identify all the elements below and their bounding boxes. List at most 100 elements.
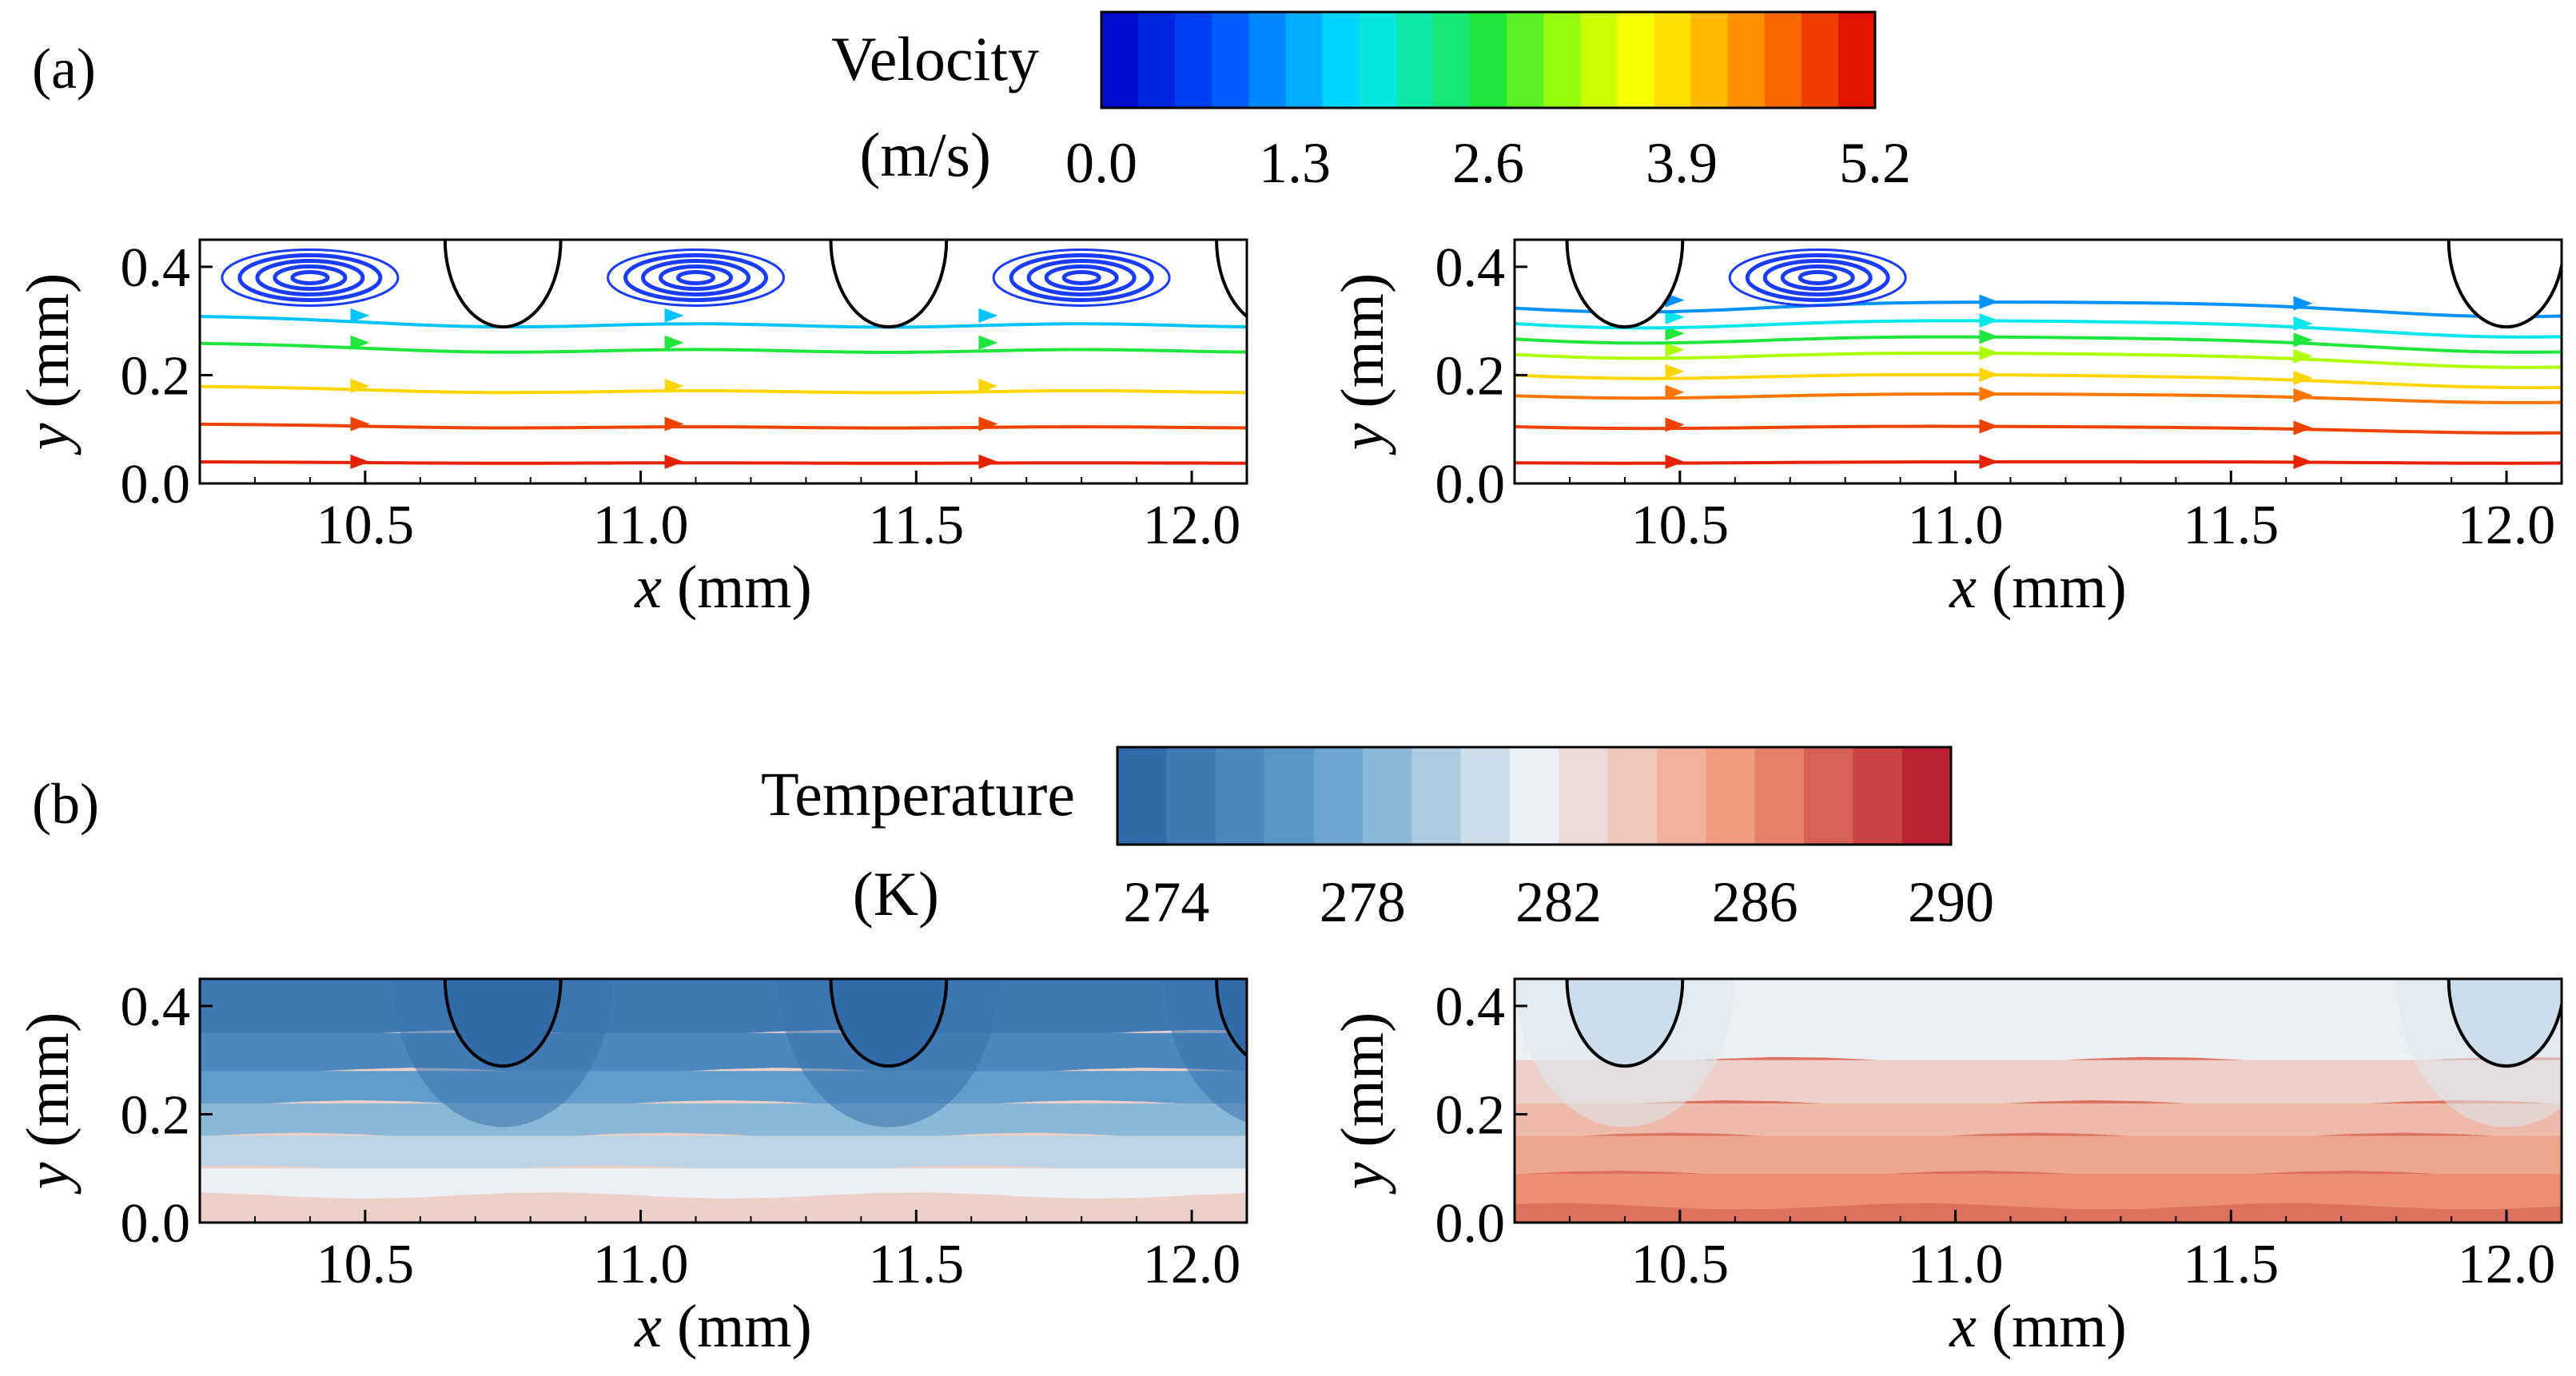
x-axis-label: x (mm) [1949, 554, 2127, 621]
streamline-arrow [1979, 312, 1999, 328]
temperature-colorbar-tick: 286 [1712, 870, 1798, 934]
y-tick-label: 0.2 [121, 1084, 191, 1146]
streamline-arrow [2293, 296, 2313, 311]
vortex-loop [623, 253, 769, 302]
streamline [200, 384, 1247, 395]
y-tick-label: 0.4 [1435, 976, 1506, 1038]
x-tick-label: 12.0 [2458, 1234, 2556, 1295]
velocity-colorbar-frame [1100, 10, 1877, 109]
velocity-colorbar-cell [1138, 12, 1176, 108]
vortex-loop [676, 269, 716, 285]
velocity-colorbar-cell [1507, 12, 1544, 108]
vortex-loop [255, 258, 365, 296]
temperature-colorbar-tick: 290 [1908, 870, 1994, 934]
y-tick-label: 0.4 [1435, 237, 1506, 299]
velocity-colorbar-cell [1469, 12, 1507, 108]
vortex-loop [1009, 253, 1154, 302]
streamline-arrow [2293, 316, 2313, 332]
y-tick-label: 0.2 [1435, 345, 1506, 407]
plot-frame [1513, 977, 2563, 1224]
streamline-arrow [1979, 419, 1999, 434]
x-tick-label: 11.5 [868, 1234, 964, 1295]
velocity-colorbar-cell [1727, 12, 1766, 108]
velocity-colorbar-tick: 3.9 [1646, 131, 1718, 195]
vortex-loop [1798, 269, 1837, 285]
panel-b-label: (b) [32, 772, 99, 836]
x-tick-label: 11.0 [1908, 1234, 2004, 1295]
vortex-loop [1026, 258, 1137, 296]
streamline-arrow [1665, 309, 1685, 324]
y-axis-label: y (mm) [1329, 273, 1396, 456]
temperature-colorbar: Temperature (K) 274 278 282 286 290 [761, 746, 1994, 934]
streamline-arrow [978, 335, 998, 350]
x-tick-label: 10.5 [317, 1234, 415, 1295]
temperature-colorbar-cell [1706, 747, 1756, 845]
streamline [1515, 424, 2562, 435]
velocity-colorbar-tick: 1.3 [1259, 131, 1331, 195]
y-tick-label: 0.0 [121, 454, 191, 515]
x-tick-label: 11.0 [593, 1234, 689, 1295]
streamline [200, 422, 1247, 430]
y-axis-label: y (mm) [1329, 1012, 1396, 1195]
streamline [1515, 319, 2562, 339]
streamline [1515, 335, 2562, 354]
x-tick-label: 11.0 [593, 495, 689, 556]
velocity-colorbar-title: Velocity [831, 24, 1039, 93]
streamline-arrow [664, 335, 684, 350]
streamline-arrow [664, 454, 684, 469]
x-tick-label: 10.5 [1631, 495, 1730, 556]
temperature-colorbar-tick: 274 [1123, 870, 1209, 934]
temperature-colorbar-tick: 282 [1515, 870, 1602, 934]
streamline [1515, 300, 2562, 319]
velocity-colorbar-tick: 0.0 [1065, 131, 1137, 195]
panel-velocity-left: 10.5 11.0 11.5 12.0 0.0 0.2 0.4 x (mm) y (mm) [14, 237, 1248, 621]
temperature-colorbar-cell [1117, 747, 1167, 845]
y-tick-label: 0.4 [121, 237, 191, 299]
vortex-loop [1745, 253, 1890, 302]
y-tick-label: 0.2 [121, 345, 191, 407]
temperature-band [200, 1103, 1247, 1139]
streamline-arrow [978, 454, 998, 469]
velocity-colorbar-tick: 2.6 [1452, 131, 1524, 195]
streamline-arrow [350, 335, 370, 350]
vortex-loop [1044, 264, 1119, 291]
x-tick-label: 11.5 [2183, 495, 2279, 556]
vortex-loop [641, 258, 751, 296]
vortex-loop [290, 269, 330, 285]
velocity-colorbar-cell [1654, 12, 1692, 108]
temperature-colorbar-frame [1116, 746, 1953, 846]
temperature-band [1515, 1135, 2562, 1177]
velocity-colorbar-cell [1395, 12, 1434, 108]
streamline [1515, 351, 2562, 369]
x-tick-label: 10.5 [1631, 1234, 1730, 1295]
streamline-arrow [350, 416, 370, 431]
velocity-colorbar-cell [1764, 12, 1802, 108]
streamline-arrow [2293, 388, 2313, 403]
vortex-loop [1728, 248, 1907, 307]
vortex-loop [221, 248, 400, 307]
temperature-colorbar-cell [1559, 747, 1609, 845]
velocity-colorbar-unit: (m/s) [859, 120, 991, 189]
y-axis-label: y (mm) [14, 1012, 82, 1195]
x-tick-label: 11.5 [2183, 1234, 2279, 1295]
vortex-loop [1780, 264, 1855, 291]
velocity-colorbar-cell [1322, 12, 1360, 108]
streamline-arrow [978, 379, 998, 393]
velocity-colorbar-tick: 5.2 [1839, 131, 1911, 195]
streamline [200, 460, 1247, 465]
temperature-colorbar-cell [1754, 747, 1805, 845]
temperature-band [1515, 1174, 2562, 1210]
velocity-colorbar-cell [1101, 12, 1139, 108]
streamline-arrow [1979, 454, 1999, 469]
streamline-arrow [1979, 367, 1999, 382]
velocity-colorbar-cell [1432, 12, 1471, 108]
temperature-colorbar-tick: 278 [1320, 870, 1406, 934]
temperature-colorbar-cell [1460, 747, 1511, 845]
temperature-band [200, 979, 1247, 1036]
temperature-band [200, 1032, 1247, 1075]
x-axis-label: x (mm) [1949, 1293, 2127, 1360]
plot-frame [198, 977, 1248, 1224]
velocity-colorbar-cell [1175, 12, 1212, 108]
x-tick-label: 12.0 [2458, 495, 2556, 556]
